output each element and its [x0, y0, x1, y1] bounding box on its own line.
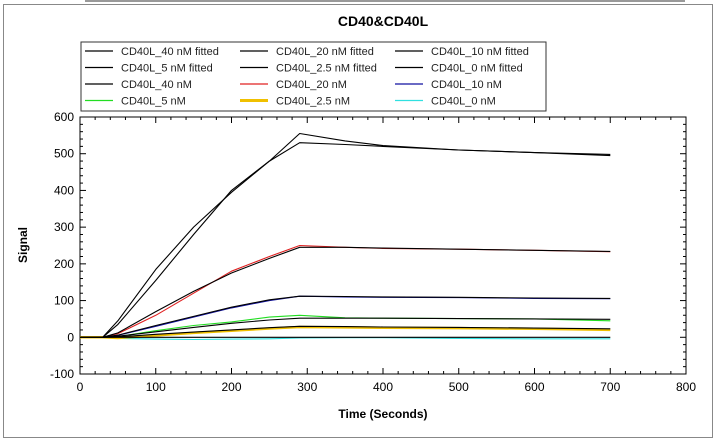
legend-label: CD40L_10 nM fitted — [431, 46, 529, 58]
series-line-cd40l-5-nm-fitted — [80, 317, 611, 338]
series-line-cd40l-2-5-nm — [80, 325, 611, 340]
series-line-cd40l-20-nm-fitted — [80, 246, 611, 338]
x-tick-label: 100 — [146, 380, 166, 394]
y-tick-label: 100 — [54, 294, 74, 308]
x-tick-label: 800 — [676, 380, 696, 394]
series-line-cd40l-40-nm — [80, 132, 611, 338]
x-axis-label: Time (Seconds) — [338, 407, 427, 421]
chart-title: CD40&CD40L — [338, 13, 429, 29]
y-tick-label: 0 — [67, 330, 74, 344]
series-line-cd40l-2-5-nm-fitted — [80, 325, 611, 338]
series-line-cd40l-40-nm-fitted — [80, 142, 611, 338]
legend-label: CD40L_40 nM — [121, 79, 192, 91]
legend-box — [80, 41, 547, 112]
series-line-cd40l-20-nm — [80, 244, 611, 338]
legend-label: CD40L_20 nM — [276, 79, 347, 91]
y-tick-label: 200 — [54, 257, 74, 271]
x-tick-label: 0 — [77, 380, 84, 394]
x-tick-label: 300 — [297, 380, 317, 394]
series-line-cd40l-10-nm-fitted — [80, 295, 611, 338]
legend-label: CD40L_0 nM — [431, 96, 496, 108]
legend-label: CD40L_10 nM — [431, 79, 502, 91]
legend-label: CD40L_20 nM fitted — [276, 46, 374, 58]
y-tick-label: 400 — [54, 183, 74, 197]
legend-label: CD40L_2.5 nM — [276, 96, 350, 108]
legend-label: CD40L_5 nM — [121, 96, 186, 108]
legend-label: CD40L_2.5 nM fitted — [276, 63, 377, 75]
y-tick-label: 500 — [54, 147, 74, 161]
x-tick-label: 600 — [524, 380, 544, 394]
legend-label: CD40L_5 nM fitted — [121, 63, 213, 75]
y-tick-label: 300 — [54, 220, 74, 234]
y-tick-label: 600 — [54, 110, 74, 124]
legend-label: CD40L_0 nM fitted — [431, 63, 523, 75]
legend-label: CD40L_40 nM fitted — [121, 46, 219, 58]
y-axis-label: Signal — [16, 227, 30, 263]
x-tick-label: 200 — [221, 380, 241, 394]
y-tick-label: -100 — [50, 367, 74, 381]
window-top-edge — [85, 0, 685, 2]
x-tick-label: 500 — [449, 380, 469, 394]
x-tick-label: 700 — [600, 380, 620, 394]
x-tick-label: 400 — [373, 380, 393, 394]
